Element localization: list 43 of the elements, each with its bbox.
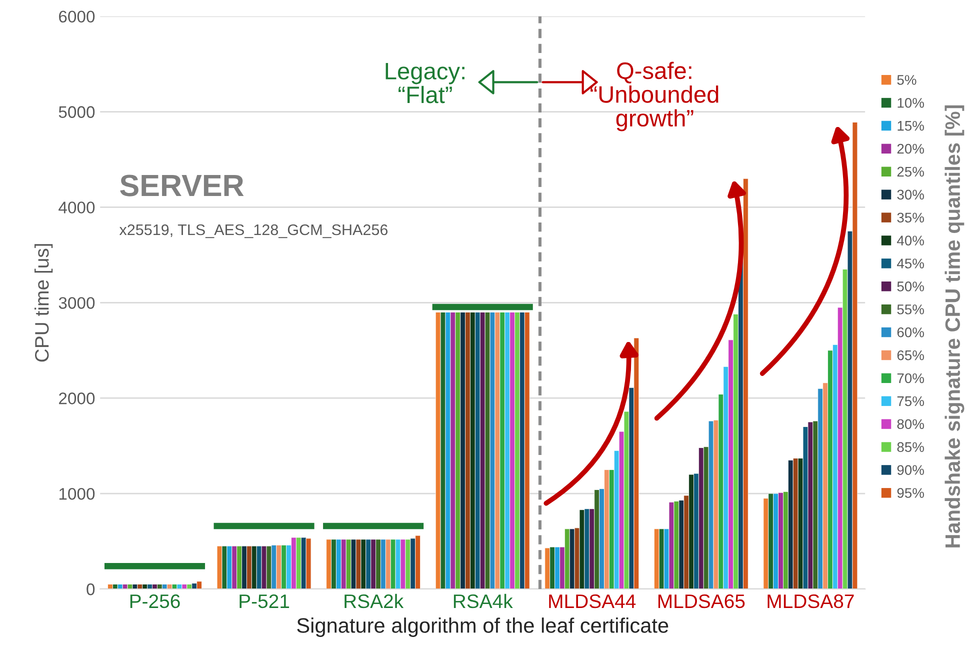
x-axis-title: Signature algorithm of the leaf certificate (297, 618, 668, 637)
legend-label: 90% (897, 465, 924, 475)
legend-label: 65% (897, 350, 924, 360)
x-tick-label: MLDSA65 (658, 594, 745, 608)
x-tick-label: P-521 (240, 594, 290, 608)
y-tick-label: 3000 (58, 297, 95, 309)
bar (654, 528, 660, 590)
legend-label: 45% (897, 258, 924, 268)
annotation: x25519, TLS_AES_128_GCM_SHA256 (119, 224, 388, 238)
legend-label: 60% (897, 327, 924, 338)
legend-title: Handshake signature CPU time quantiles [%] (944, 105, 964, 548)
bar (216, 546, 222, 590)
legend-label: 10% (898, 98, 924, 108)
y-tick-label: 5000 (58, 106, 95, 118)
legend-label: 50% (897, 282, 924, 292)
legend-label: 15% (898, 120, 924, 131)
annotation: Legacy: “Flat” (386, 63, 464, 104)
legend-label: 55% (897, 304, 924, 314)
legend-label: 25% (897, 166, 924, 177)
y-tick-label: 2000 (59, 392, 95, 404)
x-tick-label: MLDSA87 (768, 594, 854, 608)
x-tick-label: RSA4k (454, 594, 513, 608)
legend-label: 85% (897, 442, 924, 452)
y-tick-label: 6000 (59, 10, 95, 23)
x-tick-label: P-256 (130, 594, 180, 608)
legend-label: 40% (897, 236, 924, 246)
legend-label: 20% (897, 144, 924, 154)
legend-label: 5% (897, 75, 916, 85)
x-tick-label: MLDSA44 (549, 594, 636, 608)
annotation: Q-safe: “Unbounded growth” (590, 62, 718, 132)
legend-label: 75% (897, 396, 924, 406)
y-tick-label: 4000 (58, 202, 95, 214)
legend-label: 80% (897, 419, 924, 430)
legend-label: 35% (897, 212, 924, 223)
y-tick-label: 0 (86, 583, 95, 596)
bar (544, 548, 550, 590)
legend-label: 95% (897, 488, 924, 498)
annotation: SERVER (120, 174, 244, 196)
y-axis-title: CPU time [us] (34, 244, 53, 362)
x-tick-label: RSA2k (344, 594, 404, 608)
legend-label: 70% (897, 373, 924, 384)
y-tick-label: 1000 (59, 488, 95, 500)
legend-label: 30% (897, 190, 924, 200)
